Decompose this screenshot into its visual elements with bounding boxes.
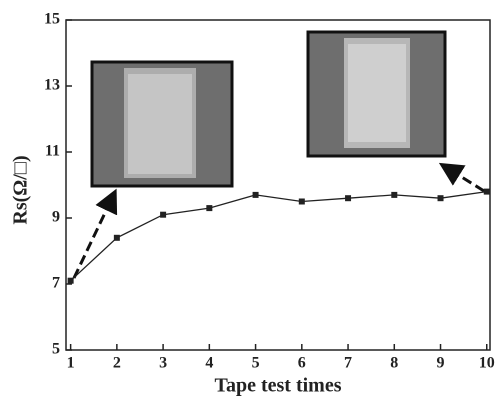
y-tick-label: 15: [44, 11, 60, 28]
inset-photo-right: [306, 30, 447, 158]
x-tick-label: 1: [67, 355, 75, 372]
x-tick-label: 4: [205, 355, 213, 372]
marker: [252, 191, 259, 198]
x-tick-label: 2: [113, 355, 121, 372]
y-tick-label: 13: [44, 77, 60, 94]
y-tick-label: 9: [52, 209, 60, 226]
marker: [113, 234, 120, 241]
marker: [206, 205, 213, 212]
x-tick-label: 9: [437, 355, 445, 372]
x-axis-label: Tape test times: [214, 375, 341, 397]
marker: [345, 195, 352, 202]
marker: [391, 191, 398, 198]
y-tick-label: 7: [52, 275, 60, 292]
marker: [298, 198, 305, 205]
x-tick-label: 3: [159, 355, 167, 372]
line: [70, 190, 487, 282]
y-axis-label: Rs(Ω/□): [10, 155, 32, 224]
arrow: [438, 162, 485, 193]
marker: [67, 277, 74, 284]
x-tick-label: 8: [390, 355, 398, 372]
plot-frame: [65, 19, 491, 351]
y-tick-label: 11: [45, 143, 60, 160]
arrow: [72, 188, 118, 279]
x-tick-label: 5: [252, 355, 260, 372]
x-tick-label: 7: [344, 355, 352, 372]
x-tick-label: 10: [479, 355, 495, 372]
x-tick-label: 6: [298, 355, 306, 372]
marker: [483, 188, 490, 195]
marker: [437, 195, 444, 202]
y-tick-label: 5: [52, 341, 60, 358]
marker: [160, 211, 167, 218]
inset-photo-left: [90, 60, 234, 188]
